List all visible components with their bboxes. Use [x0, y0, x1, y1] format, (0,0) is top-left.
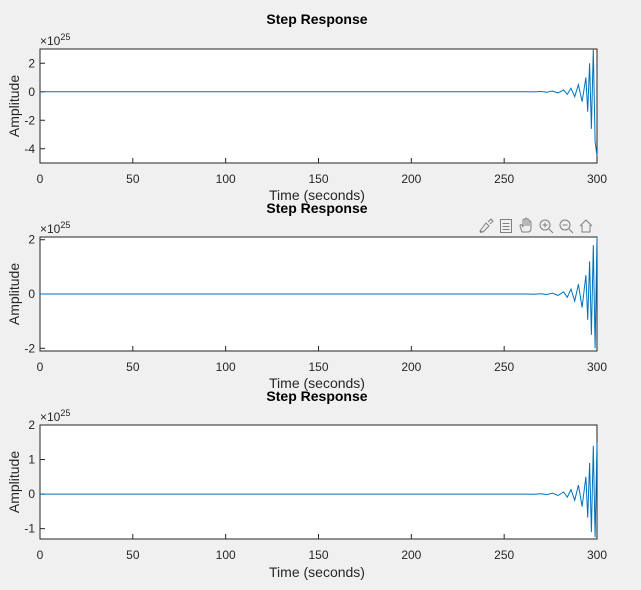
- subplot-1-title: Step Response: [266, 11, 367, 27]
- subplot-2-xlabel: Time (seconds): [269, 375, 365, 391]
- subplot-2-ytick-label-2: 2: [28, 233, 35, 247]
- subplot-1-ylabel: Amplitude: [6, 75, 22, 137]
- subplot-3-xlabel: Time (seconds): [269, 564, 365, 580]
- restore-view-home-icon[interactable]: [578, 218, 594, 234]
- subplot-1-xtick-label-5: 250: [494, 172, 514, 186]
- zoom-out-icon[interactable]: [558, 218, 574, 234]
- subplot-1-series-line: [40, 48, 598, 156]
- subplot-1-xlabel: Time (seconds): [269, 187, 365, 203]
- subplot-2-xtick-label-2: 100: [216, 360, 236, 374]
- pan-hand-icon[interactable]: [518, 217, 534, 234]
- subplot-3-ylabel: Amplitude: [6, 451, 22, 513]
- zoom-in-icon[interactable]: [538, 218, 554, 234]
- subplot-1-exponent: 25: [60, 32, 70, 42]
- subplot-1-xtick-label-0: 0: [37, 172, 44, 186]
- subplot-2-xtick-label-5: 250: [494, 360, 514, 374]
- subplot-2-xtick-label-0: 0: [37, 360, 44, 374]
- subplot-2-ytick-label-0: -2: [24, 341, 35, 355]
- subplot-3-ytick-label-3: 2: [28, 418, 35, 432]
- subplot-1-exponent-label: ×1025: [40, 32, 70, 48]
- subplot-1-xtick-label-2: 100: [216, 172, 236, 186]
- subplot-3: Step Response ×1025 0 50 100 150 200 250 300-1…: [6, 388, 607, 580]
- subplot-3-xtick-label-1: 50: [126, 548, 140, 562]
- subplot-1-plot-area[interactable]: [39, 48, 598, 164]
- subplot-3-ytick-label-1: 0: [28, 487, 35, 501]
- subplot-1-ytick-label-2: 0: [28, 85, 35, 99]
- subplot-3-xtick-label-6: 300: [587, 548, 607, 562]
- subplot-2-xtick-label-3: 150: [308, 360, 328, 374]
- subplot-1-xtick-label-6: 300: [587, 172, 607, 186]
- subplot-3-plot-area[interactable]: [39, 424, 598, 540]
- subplot-2-series-line: [40, 236, 598, 349]
- subplot-1: Step Response ×1025 0 50 100 150 200 250 300-4…: [6, 11, 607, 203]
- subplot-3-title: Step Response: [266, 388, 367, 404]
- subplot-2-exponent-label: ×1025: [40, 220, 70, 236]
- subplot-1-xtick-label-3: 150: [308, 172, 328, 186]
- subplot-3-exponent-label: ×1025: [40, 408, 70, 424]
- subplot-3-exponent: 25: [60, 408, 70, 418]
- subplot-2-xtick-label-6: 300: [587, 360, 607, 374]
- subplot-3-xtick-label-0: 0: [37, 548, 44, 562]
- subplot-1-xtick-label-4: 200: [401, 172, 421, 186]
- subplot-3-ytick-label-0: -1: [24, 522, 35, 536]
- data-tips-icon[interactable]: [498, 218, 514, 234]
- brush-data-icon[interactable]: [478, 218, 494, 234]
- axes-toolbar: [478, 217, 594, 234]
- subplot-2-title: Step Response: [266, 200, 367, 216]
- subplot-3-xtick-label-4: 200: [401, 548, 421, 562]
- subplot-3-series-line: [40, 442, 598, 538]
- subplot-1-ytick-label-3: 2: [28, 56, 35, 70]
- subplot-2-ylabel: Amplitude: [6, 263, 22, 325]
- subplot-2-ticks: 0 50 100 150 200 250 300-202: [24, 233, 607, 374]
- subplot-3-xtick-label-5: 250: [494, 548, 514, 562]
- subplot-3-xtick-label-3: 150: [308, 548, 328, 562]
- subplot-2-xtick-label-1: 50: [126, 360, 140, 374]
- subplot-1-xtick-label-1: 50: [126, 172, 140, 186]
- subplot-2: Step Response ×1025 0 50 100 150 200 250 300-2…: [6, 200, 607, 391]
- subplot-1-ytick-label-1: -2: [24, 113, 35, 127]
- subplot-2-ytick-label-1: 0: [28, 287, 35, 301]
- subplot-1-ytick-label-0: -4: [24, 142, 35, 156]
- subplot-3-xtick-label-2: 100: [216, 548, 236, 562]
- subplot-3-ytick-label-2: 1: [28, 453, 35, 467]
- subplot-2-exponent: 25: [60, 220, 70, 230]
- subplot-1-ticks: 0 50 100 150 200 250 300 -4 -2 0 2: [24, 56, 607, 186]
- subplot-2-xtick-label-4: 200: [401, 360, 421, 374]
